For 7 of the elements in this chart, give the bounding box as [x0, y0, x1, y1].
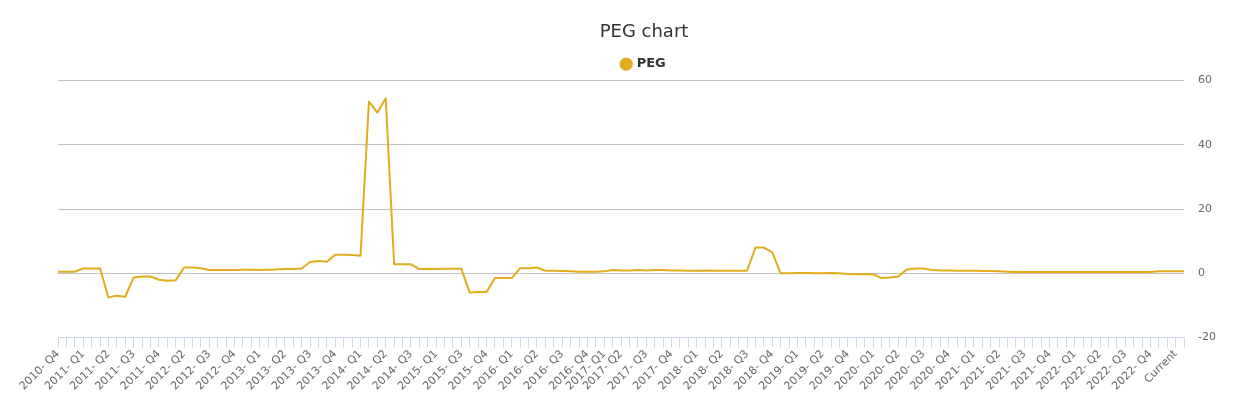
y-tick-label: 0 — [1198, 266, 1206, 280]
y-tick-label: 20 — [1198, 201, 1213, 215]
y-tick-label: 40 — [1198, 137, 1213, 151]
y-tick-label: -20 — [1198, 330, 1216, 344]
chart-title: PEG chart — [599, 20, 689, 42]
y-tick-label: 60 — [1198, 73, 1213, 87]
legend-label: PEG — [636, 55, 666, 71]
